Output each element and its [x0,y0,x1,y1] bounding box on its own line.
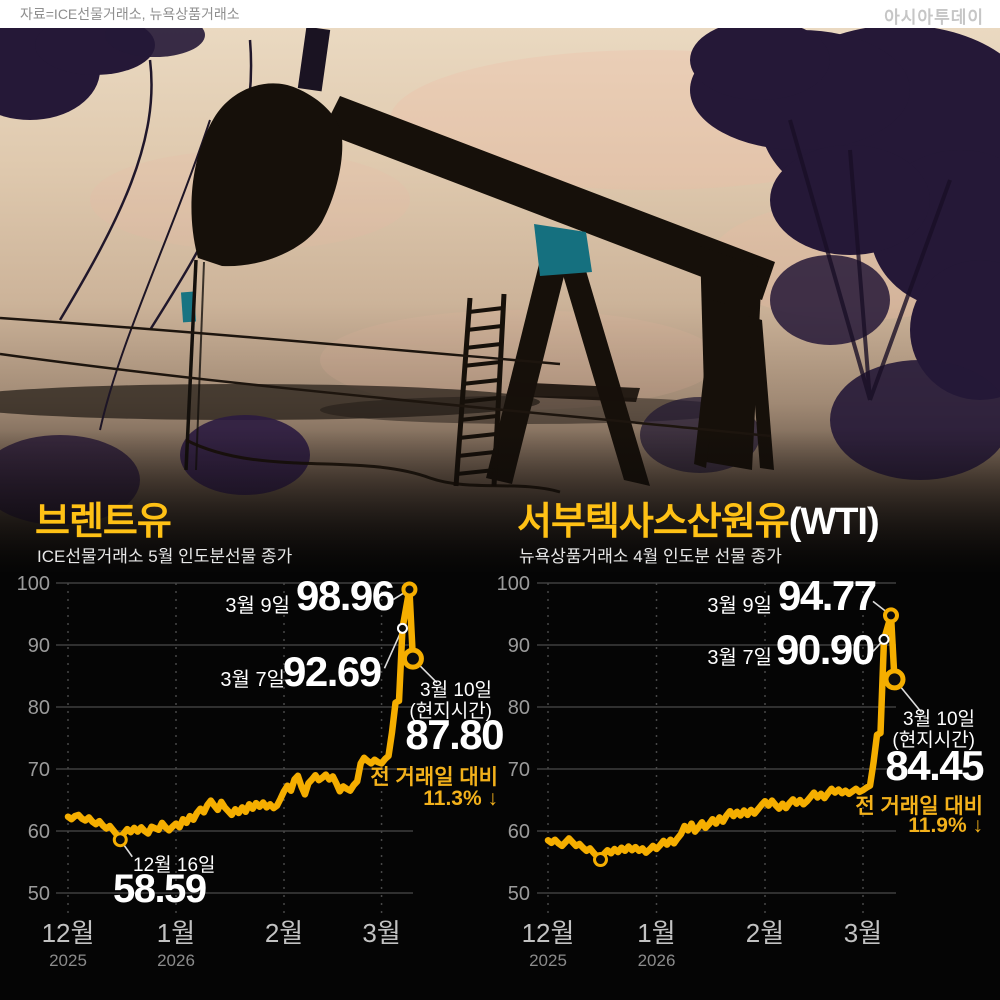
brent-peak-date: 3월 9일 [225,595,290,617]
x-tick-year: 2025 [529,951,567,970]
pumpjack-silhouette [0,83,775,494]
x-tick-label: 3월 [844,918,882,948]
chart-subtitle-wti: 뉴욕상품거래소 4월 인도분 선물 종가 [519,547,782,566]
wti-last-value: 84.45 [885,742,984,789]
y-tick-label: 100 [497,573,530,595]
y-tick-label: 90 [508,635,530,657]
wti-change-value: 11.9% ↓ [908,814,983,837]
brent-change-value: 11.3% ↓ [423,787,498,810]
brent-last-note: (현지시간) [409,701,492,722]
wti-change-label: 전 거래일 대비 [855,795,983,818]
brent-peak-value: 98.96 [296,572,395,619]
price-line [544,612,898,863]
y-tick-label: 70 [28,759,50,781]
y-tick-label: 50 [28,883,50,905]
x-tick-year: 2025 [49,951,87,970]
chart-plot-wti: 100 90 80 70 60 50 12월 2025 1월 2026 2월 3월 [497,573,923,970]
chart-subtitle-brent: ICE선물거래소 5월 인도분선물 종가 [37,547,293,566]
last-marker [401,647,424,670]
brent-prev-value: 92.69 [283,648,382,695]
y-tick-label: 60 [508,821,530,843]
wti-peak-value: 94.77 [778,572,877,619]
chart-title-wti-suffix: (WTI) [788,501,880,543]
prev-marker [878,633,890,645]
brent-prev-date: 3월 7일 [220,669,285,691]
y-tick-label: 100 [17,573,50,595]
y-tick-label: 70 [508,759,530,781]
source-credit: 자료=ICE선물거래소, 뉴욕상품거래소 [20,6,240,22]
x-tick-label: 1월 [637,918,675,948]
wti-last-date: 3월 10일 [903,709,975,730]
y-tick-label: 90 [28,635,50,657]
brent-last-value: 87.80 [405,711,504,758]
price-line [64,586,417,843]
y-tick-label: 80 [508,697,530,719]
chart-title-brent-text: 브렌트유 [35,501,172,543]
low-marker [112,832,128,848]
low-marker [593,852,608,868]
brent-last-date: 3월 10일 [420,680,492,701]
y-tick-label: 50 [508,883,530,905]
prev-marker [396,622,408,634]
x-tick-label: 12월 [522,918,575,948]
wti-peak-date: 3월 9일 [707,595,772,617]
x-tick-year: 2026 [638,951,676,970]
brent-low-date: 12월 16일 [133,855,216,876]
chart-title-brent: 브렌트유 [35,490,172,545]
photo-fade [0,430,1000,580]
last-marker [883,668,906,691]
y-tick-label: 80 [28,697,50,719]
x-tick-label: 2월 [746,918,784,948]
wti-prev-value: 90.90 [776,626,875,673]
y-tick-label: 60 [28,821,50,843]
peak-marker [401,581,418,598]
x-tick-label: 3월 [362,918,400,948]
bottom-black [0,572,1000,1000]
chart-title-wti: 서부텍사스산원유(WTI) [517,490,880,545]
top-bar: 자료=ICE선물거래소, 뉴욕상품거래소 아시아투데이 [0,0,1000,28]
peak-marker [883,607,899,624]
x-tick-label: 12월 [42,918,95,948]
x-tick-year: 2026 [157,951,195,970]
wti-last-note: (현지시간) [892,730,975,751]
chart-title-wti-text: 서부텍사스산원유 [517,501,790,543]
publisher-logo: 아시아투데이 [884,8,984,27]
x-tick-label: 2월 [265,918,303,948]
x-tick-label: 1월 [157,918,195,948]
chart-plot-brent: 100 90 80 70 60 50 12월 2025 1월 2026 2월 3월 [17,573,438,970]
brent-low-value: 58.59 [113,867,207,911]
wti-prev-date: 3월 7일 [707,647,772,669]
brent-change-label: 전 거래일 대비 [370,766,498,789]
